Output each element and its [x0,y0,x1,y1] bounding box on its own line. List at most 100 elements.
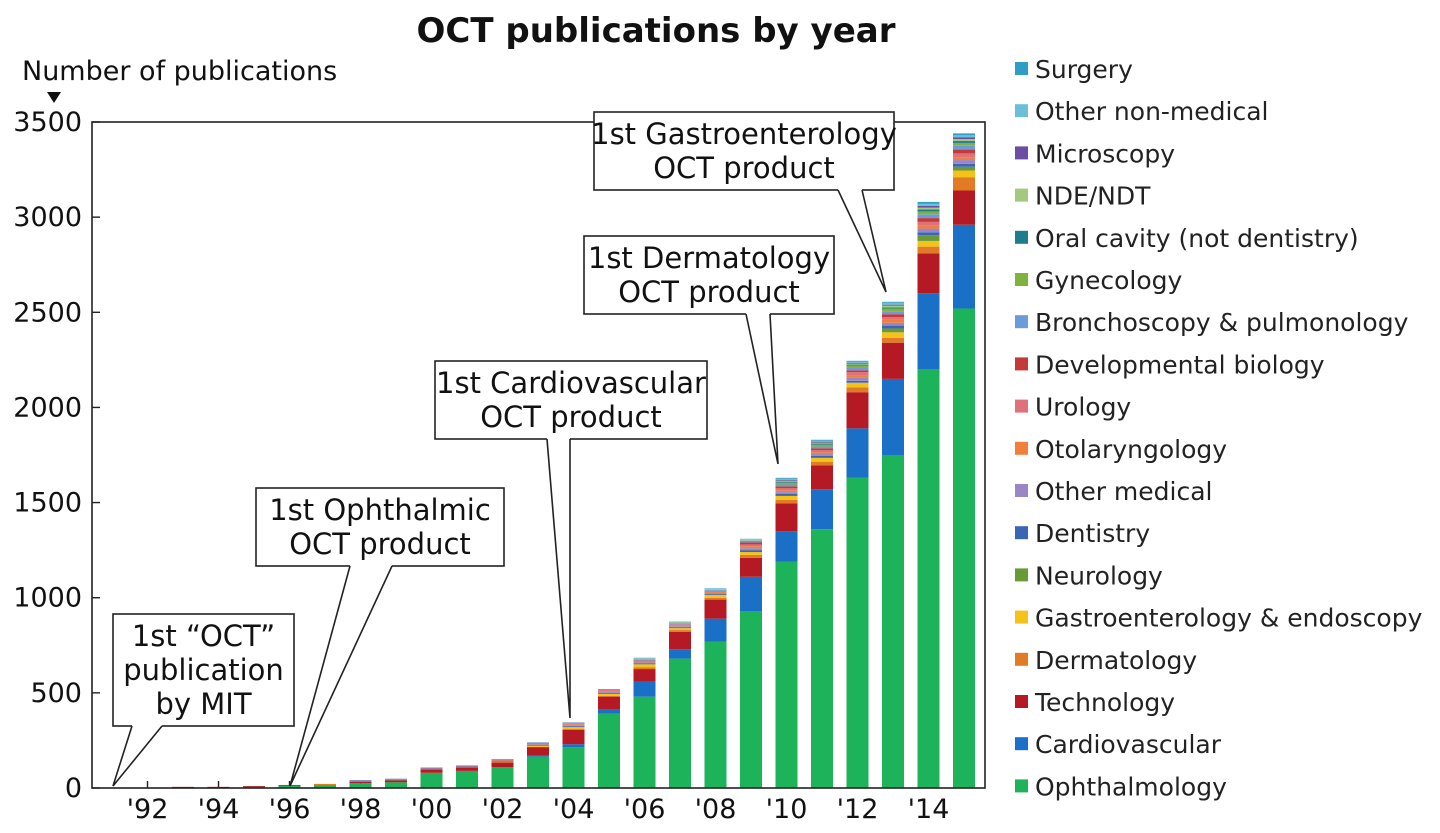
bar-segment [953,141,975,143]
legend-swatch [1015,737,1028,751]
legend-item: Other non-medical [1015,97,1269,126]
bar-segment [846,375,869,378]
bar-segment [669,623,691,625]
callout-box [593,111,895,191]
bar-segment [882,325,904,329]
bar-segment [882,314,904,318]
bar-segment [882,337,904,343]
bar-segment [811,442,833,444]
legend-item: Cardiovascular [1015,730,1222,759]
bar-segment [669,649,691,659]
legend-item: Bronchoscopy & pulmonology [1015,308,1409,337]
bar-segment [704,592,727,593]
y-tick-label: 3500 [13,107,82,138]
bar-segment [527,744,549,745]
bar-segment [775,478,798,480]
bar-stack-1998 [349,780,372,788]
callout-text: 1st “OCT” [132,619,275,653]
bar-segment [669,628,691,631]
bar-segment [846,363,869,365]
x-tick-label: '98 [340,794,382,825]
bar-segment [882,455,904,788]
callout-pointer [837,189,887,293]
bar-segment [704,589,727,591]
plot-frame [91,121,986,789]
bar-segment [491,762,514,768]
legend-swatch [1015,315,1028,329]
bar-stack-2012 [846,360,869,788]
bar-segment [562,729,585,730]
x-tick-label: '96 [269,794,311,825]
legend-item: Developmental biology [1015,350,1325,379]
bar-segment [385,782,407,788]
callout-text: 1st Gastroenterology [591,117,897,151]
bar-segment [846,364,869,366]
bar-segment [775,492,798,495]
y-axis-arrow-icon [47,92,61,103]
bar-segment [527,742,549,744]
bar-segment [775,488,798,491]
bar-segment [917,246,940,254]
bar-segment [917,221,940,226]
bar-stack-2015 [953,133,975,788]
bar-segment [669,624,691,626]
bar-segment [953,145,975,150]
bar-segment [917,211,940,215]
legend-item: Dentistry [1015,519,1150,548]
bar-segment [882,332,904,338]
legend-swatch [1015,526,1028,540]
bar-segment [598,691,620,693]
bar-segment [669,631,691,650]
bar-segment [775,480,798,482]
callout-box [255,487,505,567]
callout-text: OCT product [289,527,471,561]
bar-segment [953,170,975,178]
bar-segment [314,785,336,788]
bar-segment [811,461,833,466]
bar-segment [917,235,940,241]
bar-segment [633,657,656,659]
bar-stack-2009 [740,538,762,788]
bar-segment [917,201,940,204]
bar-segment [562,726,585,728]
bar-segment [775,499,798,504]
bar-segment [669,621,691,623]
bar-segment [846,370,869,373]
x-tick-label: '94 [198,794,240,825]
legend-item: Other medical [1015,477,1213,506]
bar-segment [704,593,727,595]
bar-segment [598,689,620,691]
callout-pointer [546,438,571,719]
bar-segment [811,465,833,490]
bar-segment [385,778,407,780]
bar-segment [740,540,762,543]
bar-segment [917,228,940,233]
bar-segment [349,781,372,784]
bar-segment [491,761,514,763]
legend-item: Urology [1015,393,1131,422]
bar-segment [846,382,869,388]
legend-label: Cardiovascular [1035,730,1222,759]
y-tick-label: 500 [30,678,82,709]
bar-segment [953,308,975,788]
bar-segment [491,759,514,760]
bar-segment [740,611,762,788]
legend-swatch [1015,399,1028,413]
bar-segment [846,477,869,788]
bar-segment [562,729,585,745]
bar-stack-2000 [420,767,443,788]
bar-segment [811,446,833,449]
legend-label: Dentistry [1035,519,1150,548]
x-tick-label: '04 [553,794,595,825]
callout-pointer [745,313,779,465]
bar-segment [562,722,585,724]
bar-segment [811,457,833,462]
bar-segment [669,627,691,629]
bar-segment [917,207,940,210]
legend-label: Developmental biology [1035,350,1325,379]
bar-segment [953,163,975,167]
bar-segment [775,490,798,493]
legend-item: Ophthalmology [1015,772,1227,801]
bar-segment [527,745,549,748]
